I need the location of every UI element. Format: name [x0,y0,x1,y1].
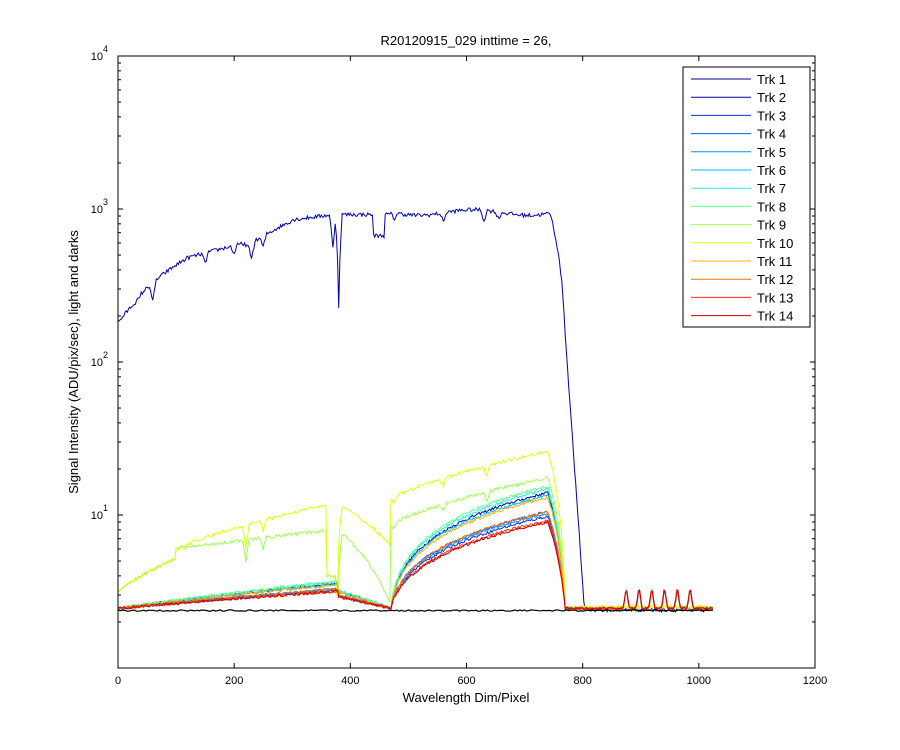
legend-label: Trk 8 [757,199,786,214]
ticks-layer: 0 200 400 600 800 1000 1200 101 102 103 104 [91,44,828,687]
chart-title: R20120915_029 inttime = 26, [381,33,552,48]
x-axis-label: Wavelength Dim/Pixel [403,690,530,705]
x-tick-label: 0 [115,675,121,687]
series-line-11 [117,495,713,611]
legend-label: Trk 14 [757,309,793,324]
x-tick-label: 200 [225,675,243,687]
x-tick-label: 600 [457,675,475,687]
series-line-10 [117,450,714,611]
legend-box [682,66,811,328]
y-axis-label: Signal Intensity (ADU/pix/sec), light an… [66,230,81,494]
legend-label: Trk 11 [757,254,792,269]
y-tick-label: 101 [91,503,108,522]
legend-label: Trk 3 [757,108,786,123]
legend-label: Trk 12 [757,272,793,287]
legend-label: Trk 6 [757,163,786,178]
legend-label: Trk 4 [757,127,786,142]
legend-label: Trk 9 [757,218,786,233]
series-line-14 [117,519,713,612]
legend-label: Trk 7 [757,181,786,196]
x-tick-label: 1000 [687,675,711,687]
x-tick-label: 400 [341,675,359,687]
legend-label: Trk 1 [757,72,786,87]
legend: Trk 1 Trk 2 Trk 3 Trk 4 Trk 5 Trk 6 Trk 7 Trk 8… [682,66,811,328]
dark-baseline [117,609,713,612]
y-tick-label: 103 [91,197,108,216]
y-tick-label: 102 [91,350,108,369]
legend-label: Trk 2 [757,90,786,105]
legend-label: Trk 5 [757,145,786,160]
series-layer [117,206,714,614]
x-tick-label: 800 [573,675,591,687]
x-tick-label: 1200 [803,675,827,687]
y-tick-label: 104 [91,44,108,63]
legend-label: Trk 10 [757,236,793,251]
legend-label: Trk 13 [757,290,793,305]
